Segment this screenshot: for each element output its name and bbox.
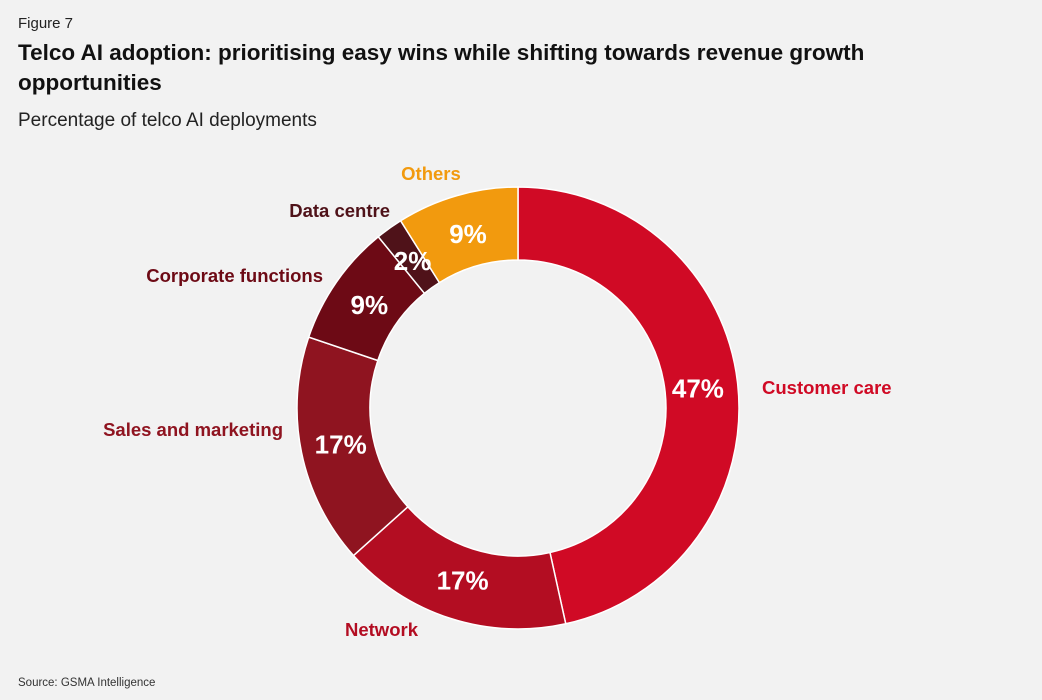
category-label-data-centre: Data centre <box>289 200 390 221</box>
slice-value-labels: 47%17%17%9%2%9% <box>315 219 724 595</box>
donut-slice-customer-care <box>517 186 740 625</box>
donut-slices <box>296 186 740 630</box>
category-label-network: Network <box>345 619 419 640</box>
figure-number: Figure 7 <box>18 15 74 32</box>
donut-slice-others <box>399 186 519 284</box>
slice-value-customer-care: 47% <box>672 373 724 403</box>
category-label-customer-care: Customer care <box>762 377 892 398</box>
category-label-sales-and-marketing: Sales and marketing <box>103 419 283 440</box>
slice-value-network: 17% <box>437 565 489 595</box>
chart-subtitle: Percentage of telco AI deployments <box>18 110 317 131</box>
slice-value-sales-and-marketing: 17% <box>315 429 367 459</box>
chart-title: Telco AI adoption: prioritising easy win… <box>18 40 865 95</box>
category-label-others: Others <box>401 163 461 184</box>
slice-value-corporate-functions: 9% <box>350 290 388 320</box>
slice-value-others: 9% <box>449 219 487 249</box>
source-note: Source: GSMA Intelligence <box>18 677 156 689</box>
category-labels: Customer care Network Sales and marketing C… <box>103 163 892 640</box>
slice-value-data-centre: 2% <box>394 246 432 276</box>
category-label-corporate-functions: Corporate functions <box>146 265 323 286</box>
